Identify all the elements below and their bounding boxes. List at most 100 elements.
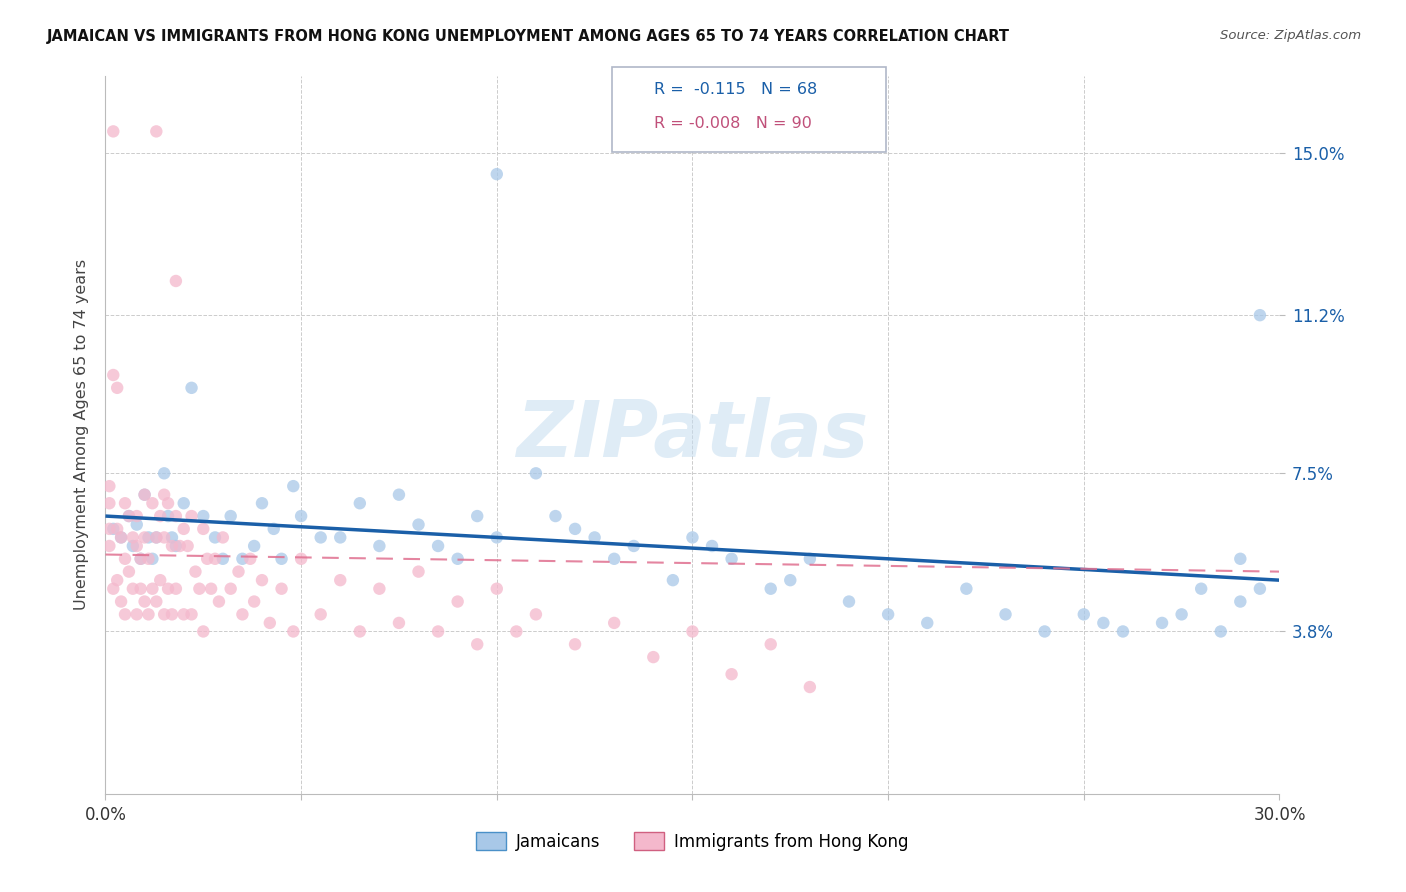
Point (149, 573, 172, 587)
Text: JAMAICAN VS IMMIGRANTS FROM HONG KONG UNEMPLOYMENT AMONG AGES 65 TO 74 YEARS COR: JAMAICAN VS IMMIGRANTS FROM HONG KONG UN… (46, 29, 1010, 44)
Point (180, 381, 202, 395)
Point (290, 551, 312, 566)
Point (138, 607, 160, 622)
Point (799, 551, 821, 566)
Point (118, 509, 141, 524)
Point (114, 607, 136, 622)
Point (157, 582, 180, 596)
Point (682, 624, 704, 639)
Point (145, 594, 167, 608)
Point (157, 509, 180, 524)
Point (759, 582, 782, 596)
Point (145, 530, 167, 544)
Point (564, 522, 586, 536)
Point (838, 594, 860, 608)
Text: Source: ZipAtlas.com: Source: ZipAtlas.com (1220, 29, 1361, 42)
Point (125, 509, 148, 524)
Point (243, 539, 266, 553)
Point (188, 582, 211, 596)
Text: ZIPatlas: ZIPatlas (516, 397, 869, 473)
Point (231, 551, 253, 566)
Point (524, 607, 547, 622)
Point (427, 539, 450, 553)
Point (193, 522, 215, 536)
Point (125, 539, 148, 553)
Point (1229, 551, 1251, 566)
Point (309, 530, 332, 544)
Point (917, 615, 939, 630)
Point (153, 488, 176, 502)
Point (1229, 594, 1251, 608)
Point (204, 530, 226, 544)
Point (1249, 582, 1271, 596)
Point (465, 637, 488, 651)
Point (165, 274, 187, 288)
Point (1112, 624, 1135, 639)
Point (180, 607, 202, 622)
Point (173, 522, 195, 536)
Point (524, 467, 547, 481)
Point (211, 530, 233, 544)
Point (485, 530, 508, 544)
Point (388, 488, 411, 502)
Point (228, 565, 250, 579)
Point (219, 509, 242, 524)
Point (125, 517, 148, 532)
Point (121, 539, 143, 553)
Point (250, 496, 273, 510)
Text: R = -0.008   N = 90: R = -0.008 N = 90 (654, 116, 811, 131)
Point (662, 573, 685, 587)
Point (1170, 607, 1192, 622)
Point (204, 551, 226, 566)
Point (98, 539, 121, 553)
Point (145, 530, 167, 544)
Text: R =  -0.115   N = 68: R = -0.115 N = 68 (654, 82, 817, 97)
Point (141, 582, 163, 596)
Point (193, 509, 215, 524)
Point (169, 539, 191, 553)
Point (184, 565, 207, 579)
Point (1033, 624, 1056, 639)
Point (114, 551, 136, 566)
Y-axis label: Unemployment Among Ages 65 to 74 years: Unemployment Among Ages 65 to 74 years (75, 260, 90, 610)
Point (329, 530, 352, 544)
Point (208, 594, 231, 608)
Point (239, 551, 262, 566)
Point (114, 496, 136, 510)
Point (98, 496, 121, 510)
Point (165, 582, 187, 596)
Point (408, 517, 430, 532)
Point (153, 607, 176, 622)
Point (270, 551, 292, 566)
Point (682, 530, 704, 544)
Point (180, 509, 202, 524)
Point (779, 573, 801, 587)
Point (98, 479, 121, 493)
Point (129, 551, 152, 566)
Point (193, 624, 215, 639)
Point (1092, 615, 1115, 630)
Point (259, 615, 281, 630)
Point (583, 530, 606, 544)
Point (290, 509, 312, 524)
Point (329, 573, 352, 587)
Point (505, 624, 527, 639)
Point (134, 488, 156, 502)
Point (1209, 624, 1232, 639)
Point (485, 167, 508, 181)
Point (427, 624, 450, 639)
Point (368, 539, 391, 553)
Point (994, 607, 1017, 622)
Point (105, 381, 128, 395)
Point (141, 551, 163, 566)
Point (165, 539, 187, 553)
Point (105, 573, 128, 587)
Point (283, 479, 305, 493)
Point (141, 496, 163, 510)
Point (157, 496, 180, 510)
Point (134, 594, 156, 608)
Point (759, 637, 782, 651)
Point (388, 615, 411, 630)
Point (720, 551, 742, 566)
Point (603, 615, 626, 630)
